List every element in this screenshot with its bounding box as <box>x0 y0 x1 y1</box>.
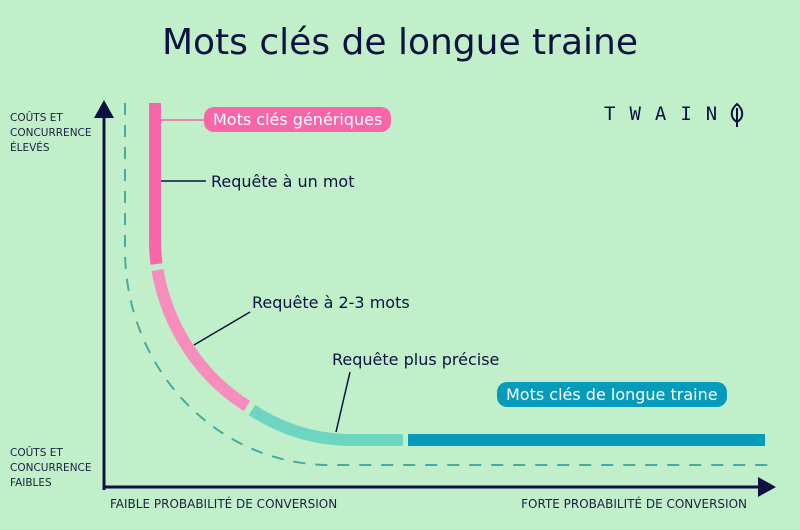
curve-segment-one-word <box>149 103 163 265</box>
y-axis-bottom-label: COÛTS ET CONCURRENCE FAIBLES <box>10 446 92 491</box>
label-one-word: Requête à un mot <box>211 172 355 191</box>
x-axis-arrow-icon <box>758 477 776 497</box>
y-bottom-line: CONCURRENCE <box>10 462 92 474</box>
y-bottom-line: FAIBLES <box>10 477 52 489</box>
y-bottom-line: COÛTS ET <box>10 447 63 459</box>
x-axis-right-label: FORTE PROBABILITÉ DE CONVERSION <box>521 497 747 511</box>
y-top-line: CONCURRENCE <box>10 127 92 139</box>
leader-two-three <box>193 311 251 346</box>
label-generic-keywords: Mots clés génériques <box>204 107 392 132</box>
dashed-reference-curve <box>124 103 770 466</box>
label-precise: Requête plus précise <box>332 350 500 369</box>
curve-segment-precise <box>248 404 403 446</box>
x-axis-left-label: FAIBLE PROBABILITÉ DE CONVERSION <box>110 497 338 511</box>
y-axis-top-label: COÛTS ET CONCURRENCE ÉLEVÉS <box>10 111 92 156</box>
curve-segment-two-three-words <box>151 268 251 412</box>
leaf-icon <box>730 102 744 127</box>
twain-logo: TWAIN <box>604 103 732 125</box>
y-top-line: COÛTS ET <box>10 112 63 124</box>
label-long-tail-keywords: Mots clés de longue traine <box>497 382 727 407</box>
page-title: Mots clés de longue traine <box>161 22 639 63</box>
leader-precise <box>335 371 351 433</box>
y-top-line: ÉLEVÉS <box>10 142 50 154</box>
label-two-three-words: Requête à 2-3 mots <box>252 293 410 312</box>
y-axis-arrow-icon <box>94 100 114 118</box>
